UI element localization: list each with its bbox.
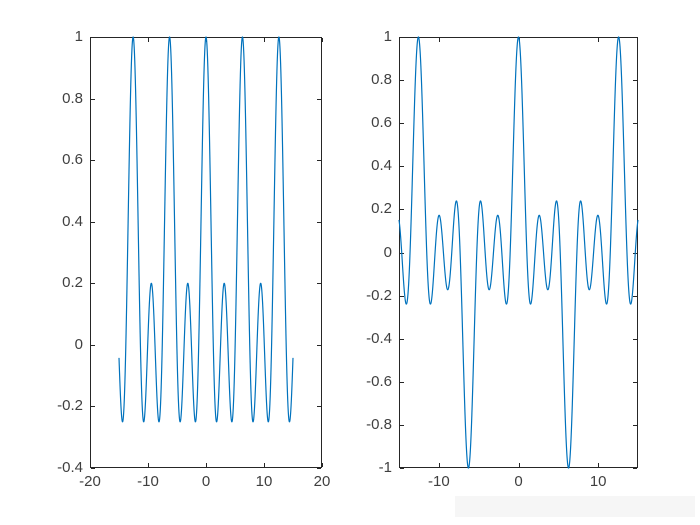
y-tick-label: -0.2 bbox=[366, 286, 392, 304]
y-tick-label: -0.4 bbox=[57, 459, 83, 476]
axes-box bbox=[90, 37, 322, 468]
y-tick-label: 0.4 bbox=[62, 212, 83, 230]
y-tick-label: 0.6 bbox=[371, 114, 392, 132]
y-tick-label: 0.8 bbox=[371, 71, 392, 89]
x-tick-label: 0 bbox=[201, 473, 211, 490]
y-tick-label: 1 bbox=[74, 28, 83, 45]
x-tick-label: 10 bbox=[255, 473, 273, 490]
y-tick-label: 0.2 bbox=[62, 274, 83, 292]
y-tick-label: -1 bbox=[378, 459, 392, 476]
x-tick-label: -10 bbox=[427, 473, 450, 490]
y-tick-label: 0.6 bbox=[62, 151, 83, 169]
dirichlet-kernel-N6-curve bbox=[398, 36, 639, 469]
right-subplot-axes bbox=[398, 36, 639, 469]
y-tick-label: -0.2 bbox=[57, 397, 83, 415]
y-tick-label: -0.6 bbox=[366, 372, 392, 390]
x-tick-label: 0 bbox=[514, 473, 523, 490]
y-tick-label: 0.4 bbox=[371, 157, 392, 175]
y-tick-label: 0.8 bbox=[62, 89, 83, 107]
y-tick-label: -0.4 bbox=[366, 329, 392, 347]
y-tick-label: 0 bbox=[74, 335, 83, 353]
x-tick-label: -20 bbox=[79, 473, 101, 490]
y-tick-label: 0.2 bbox=[371, 200, 392, 218]
x-tick-label: -10 bbox=[137, 473, 159, 490]
y-tick-label: 0 bbox=[383, 243, 392, 261]
x-tick-label: 10 bbox=[589, 473, 607, 490]
dirichlet-kernel-N5-curve bbox=[118, 36, 294, 423]
left-subplot-axes bbox=[90, 36, 323, 469]
y-tick-label: 1 bbox=[383, 28, 392, 45]
x-tick-label: 20 bbox=[313, 473, 331, 490]
y-tick-label: -0.8 bbox=[366, 415, 392, 433]
window-edge-artifact bbox=[455, 496, 695, 517]
